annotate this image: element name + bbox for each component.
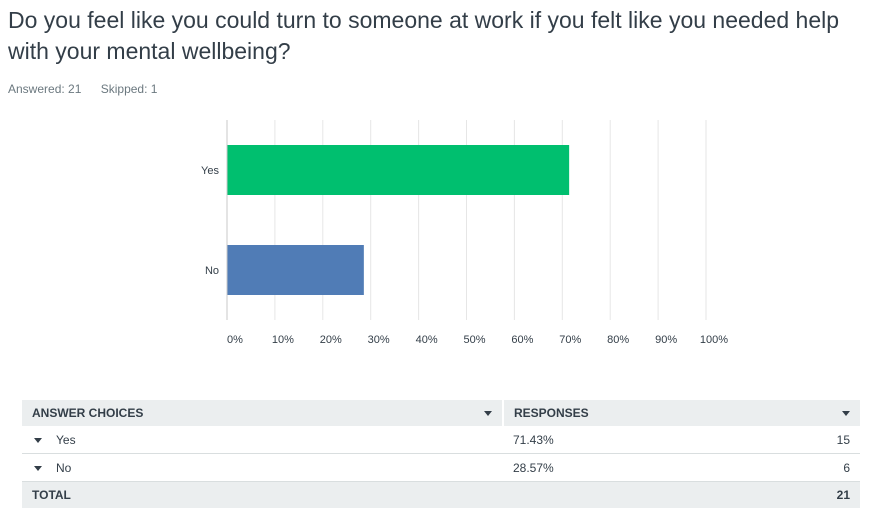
bar-chart: Yes No 0% 10% 20% 30% 40% 50% 60% 70% 80% 90% 100%	[201, 120, 728, 346]
responses-header[interactable]: RESPONSES	[502, 400, 860, 426]
bar-yes[interactable]	[227, 145, 570, 195]
x-tick-label: 90%	[655, 334, 677, 346]
response-count: 15	[723, 426, 860, 454]
answer-choices-header[interactable]: ANSWER CHOICES	[22, 400, 503, 426]
total-count: 21	[723, 481, 860, 508]
response-percent: 28.57%	[503, 453, 723, 482]
results-table: ANSWER CHOICES RESPONSES Yes 71.43% 15 N…	[22, 400, 860, 508]
x-tick-label: 60%	[511, 334, 533, 346]
expand-caret-icon[interactable]	[34, 465, 42, 471]
category-labels: Yes No	[201, 165, 219, 277]
response-meta: Answered: 21 Skipped: 1	[8, 82, 173, 96]
chart-bars	[227, 145, 570, 295]
question-title: Do you feel like you could turn to someo…	[8, 7, 840, 64]
response-count: 6	[723, 453, 860, 482]
x-tick-label: 50%	[463, 334, 485, 346]
skipped-count: Skipped: 1	[100, 82, 158, 96]
total-row: TOTAL 21	[22, 481, 860, 508]
x-tick-label: 0%	[227, 334, 243, 346]
choice-label: Yes	[56, 432, 76, 447]
x-tick-label: 40%	[416, 334, 438, 346]
category-label: No	[205, 265, 219, 277]
choice-label: No	[56, 460, 72, 475]
response-percent: 71.43%	[503, 426, 723, 454]
category-label: Yes	[201, 165, 219, 177]
x-tick-label: 80%	[607, 334, 629, 346]
x-tick-label: 20%	[320, 334, 342, 346]
x-tick-label: 10%	[272, 334, 294, 346]
x-tick-label: 30%	[368, 334, 390, 346]
table-row: Yes 71.43% 15	[22, 426, 860, 454]
sort-caret-icon[interactable]	[484, 410, 492, 416]
x-tick-label: 100%	[700, 334, 728, 346]
x-axis-ticks: 0% 10% 20% 30% 40% 50% 60% 70% 80% 90% 100%	[227, 334, 728, 346]
x-tick-label: 70%	[559, 334, 581, 346]
answered-count: Answered: 21	[8, 82, 82, 96]
sort-caret-icon[interactable]	[842, 410, 850, 416]
bar-no[interactable]	[227, 245, 364, 295]
table-row: No 28.57% 6	[22, 453, 860, 482]
total-label: TOTAL	[22, 481, 503, 508]
expand-caret-icon[interactable]	[34, 437, 42, 443]
